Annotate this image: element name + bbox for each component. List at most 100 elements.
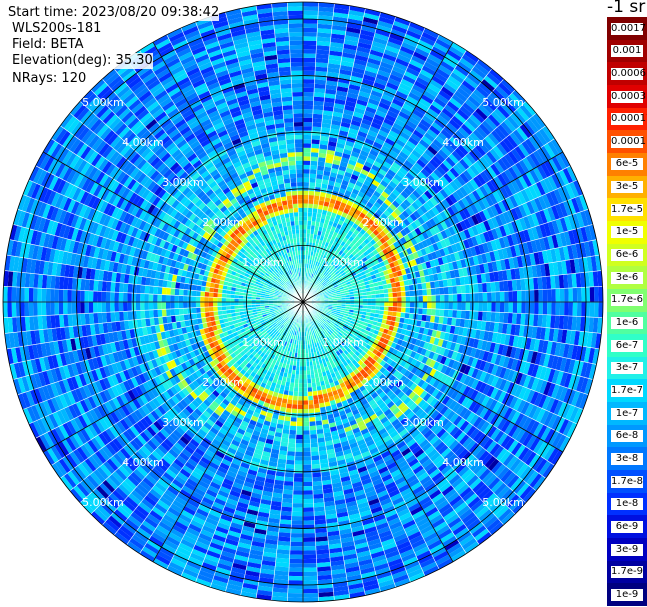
ppi-cell — [420, 94, 434, 105]
ppi-cell — [519, 104, 533, 119]
ppi-cell — [472, 161, 484, 174]
ppi-cell — [389, 192, 398, 201]
ppi-cell — [309, 273, 313, 278]
ppi-cell — [503, 312, 509, 324]
ppi-cell — [292, 400, 298, 405]
ppi-cell — [511, 148, 523, 162]
ppi-cell — [303, 177, 310, 183]
ppi-cell — [429, 196, 439, 207]
ppi-cell — [361, 21, 378, 29]
ppi-cell — [416, 101, 429, 112]
ppi-cell — [313, 274, 317, 280]
ppi-cell — [361, 183, 370, 191]
ppi-cell — [461, 54, 477, 67]
ppi-cell — [459, 105, 473, 118]
ppi-cell — [327, 145, 336, 152]
ppi-cell — [330, 279, 336, 284]
ppi-cell — [303, 503, 314, 508]
ppi-cell — [345, 140, 355, 148]
ppi-cell — [506, 134, 518, 149]
ppi-cell — [314, 515, 326, 521]
ppi-cell — [432, 155, 443, 166]
ppi-cell — [303, 511, 315, 517]
ppi-cell — [412, 109, 425, 119]
ppi-cell — [531, 133, 544, 148]
ppi-cell — [359, 33, 374, 42]
ppi-cell — [367, 153, 377, 161]
ppi-cell — [369, 49, 384, 58]
ppi-cell — [290, 528, 303, 534]
ppi-cell — [388, 292, 393, 298]
ppi-cell — [375, 73, 389, 82]
ppi-cell — [343, 243, 349, 249]
ppi-cell — [327, 141, 337, 147]
ppi-cell — [303, 87, 315, 93]
ppi-cell — [339, 215, 346, 222]
ppi-cell — [511, 279, 517, 291]
ppi-cell — [333, 7, 350, 15]
ppi-cell — [397, 296, 402, 302]
ppi-cell — [360, 82, 374, 91]
ppi-cell — [317, 19, 333, 25]
ppi-cell — [423, 27, 440, 39]
ppi-cell — [362, 165, 372, 173]
ppi-cell — [331, 281, 337, 285]
ppi-cell — [338, 250, 344, 256]
ppi-cell — [446, 139, 458, 151]
ppi-cell — [339, 161, 348, 168]
ppi-cell — [535, 130, 548, 146]
ppi-cell — [414, 198, 423, 208]
ppi-cell — [311, 143, 320, 149]
ppi-cell — [303, 182, 310, 187]
ppi-cell — [442, 186, 453, 197]
ppi-cell — [432, 138, 444, 150]
ppi-cell — [318, 6, 334, 13]
ppi-cell — [422, 115, 434, 126]
ppi-cell — [434, 280, 440, 289]
ppi-cell — [448, 294, 453, 302]
ppi-cell — [392, 218, 400, 227]
ppi-cell — [594, 302, 599, 318]
ppi-cell — [303, 486, 313, 491]
ppi-cell — [434, 315, 440, 324]
ppi-cell — [319, 278, 324, 283]
ppi-cell — [455, 130, 467, 142]
ppi-cell — [309, 233, 314, 239]
ppi-cell — [511, 313, 517, 325]
ppi-cell — [378, 223, 386, 231]
ppi-cell — [309, 417, 316, 422]
ppi-cell — [303, 246, 306, 251]
ppi-cell — [401, 291, 406, 297]
ppi-cell — [334, 181, 342, 188]
ppi-cell — [490, 163, 501, 176]
ppi-cell — [310, 451, 320, 457]
ppi-cell — [285, 464, 295, 469]
ppi-cell — [339, 125, 350, 133]
ppi-cell — [360, 168, 370, 176]
ppi-cell — [482, 311, 487, 322]
ppi-cell — [408, 204, 417, 213]
ppi-cell — [418, 139, 430, 149]
ppi-cell — [335, 94, 347, 101]
ppi-cell — [476, 159, 487, 171]
ppi-cell — [312, 481, 323, 486]
ppi-cell — [405, 67, 420, 77]
ppi-cell — [335, 177, 343, 184]
ppi-cell — [396, 231, 404, 239]
ppi-cell — [392, 302, 398, 307]
ppi-cell — [303, 263, 305, 268]
ppi-cell — [355, 50, 370, 58]
ppi-cell — [329, 216, 336, 222]
ppi-cell — [394, 16, 411, 26]
ppi-cell — [318, 272, 322, 277]
ppi-cell — [475, 107, 488, 121]
ppi-cell — [336, 272, 342, 277]
ppi-cell — [459, 158, 470, 170]
ppi-cell — [303, 593, 319, 598]
ppi-cell — [383, 209, 391, 218]
ppi-cell — [468, 150, 480, 162]
ppi-cell — [310, 442, 319, 448]
ppi-cell — [430, 171, 440, 182]
ppi-cell — [516, 126, 529, 141]
ppi-cell — [312, 269, 316, 274]
